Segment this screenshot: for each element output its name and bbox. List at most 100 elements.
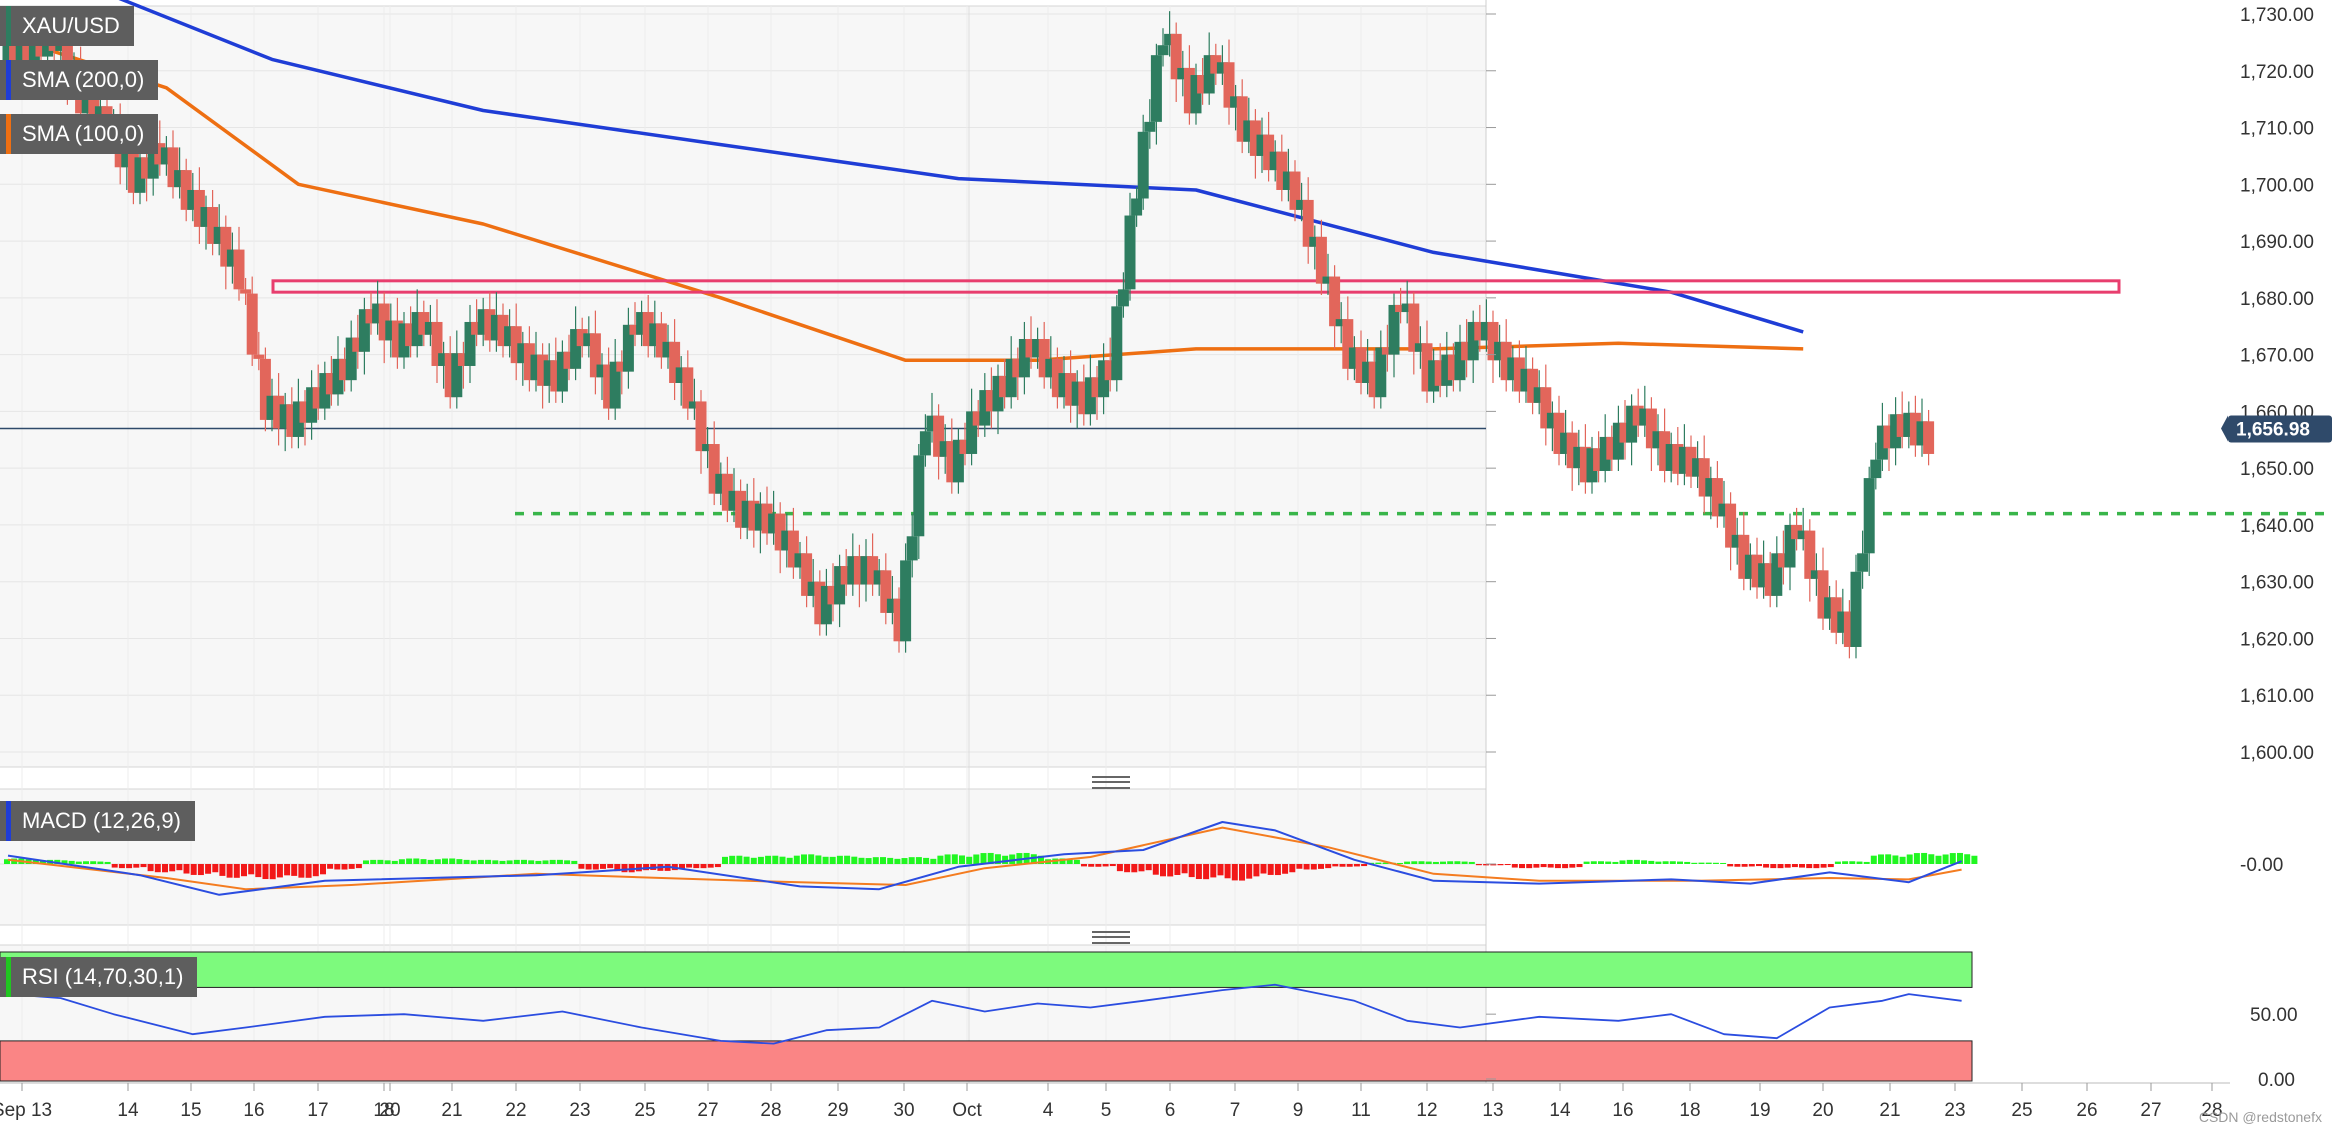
macd-histogram-bar — [291, 864, 298, 876]
candle — [1606, 436, 1618, 460]
macd-histogram-bar — [1540, 864, 1547, 868]
macd-panel — [0, 821, 1978, 896]
macd-histogram-bar — [1310, 864, 1317, 870]
macd-histogram-bar — [1705, 862, 1712, 864]
candle — [702, 444, 714, 452]
candle — [1388, 304, 1400, 355]
macd-histogram-bar — [1432, 861, 1439, 864]
macd-histogram-bar — [851, 856, 858, 864]
candle — [1309, 236, 1321, 247]
macd-histogram-bar — [1892, 855, 1899, 864]
candle — [1843, 611, 1855, 647]
symbol-label[interactable]: XAU/USD — [0, 6, 134, 46]
macd-histogram-bar — [722, 856, 728, 864]
macd-histogram-bar — [183, 864, 190, 874]
candle — [1863, 478, 1875, 554]
x-tick-label: 5 — [1101, 1100, 1112, 1121]
candle — [1784, 524, 1796, 568]
macd-histogram-bar — [197, 864, 204, 876]
candle — [193, 189, 205, 227]
candle — [1579, 446, 1591, 483]
candle — [550, 360, 562, 392]
candle — [754, 503, 766, 531]
macd-histogram-bar — [880, 857, 886, 864]
axes: 1,730.00 1,720.00 1,710.00 1,700.00 1,690.00… — [0, 5, 2332, 1121]
candle — [801, 553, 813, 596]
macd-histogram-bar — [1425, 861, 1432, 864]
candle — [1276, 151, 1288, 190]
candle — [1269, 151, 1281, 171]
candle — [226, 249, 238, 267]
candle — [365, 309, 377, 324]
candle — [1111, 306, 1123, 381]
x-tick-label: 11 — [1351, 1100, 1371, 1121]
rsi-legend[interactable]: RSI (14,70,30,1) — [0, 957, 198, 997]
macd-histogram-bar — [743, 856, 750, 864]
candle — [1758, 563, 1770, 588]
candle — [893, 598, 905, 642]
macd-histogram-bar — [1791, 864, 1798, 868]
macd-histogram-bar — [420, 859, 427, 864]
macd-histogram-bar — [513, 859, 520, 864]
x-tick-label: 29 — [827, 1100, 848, 1121]
candle — [1692, 458, 1704, 477]
candle — [1282, 171, 1294, 190]
candle — [279, 404, 291, 429]
candle — [154, 143, 166, 165]
candle — [332, 358, 344, 395]
candle — [636, 312, 648, 335]
candle — [1791, 524, 1803, 540]
macd-histogram-bar — [707, 864, 714, 868]
macd-histogram-bar — [492, 860, 499, 864]
macd-histogram-bar — [679, 864, 685, 870]
candle — [1513, 357, 1525, 392]
candle — [570, 329, 582, 369]
macd-histogram-bar — [1274, 864, 1281, 876]
macd-histogram-bar — [90, 861, 97, 864]
macd-histogram-bar — [1246, 864, 1253, 879]
macd-histogram-bar — [61, 860, 68, 864]
x-tick-label: 14 — [1549, 1100, 1571, 1121]
candle — [1131, 198, 1143, 216]
candle — [160, 147, 172, 165]
rsi-resize-handle[interactable] — [1092, 931, 1130, 944]
candle — [273, 395, 285, 429]
macd-histogram-bar — [980, 853, 987, 864]
current-price-label: 1,656.98 — [2236, 420, 2310, 441]
rsi-legend-text: RSI (14,70,30,1) — [22, 964, 184, 989]
candle — [1375, 347, 1387, 398]
macd-histogram-bar — [485, 859, 492, 864]
price-tick-label: 1,600.00 — [2240, 743, 2314, 764]
candle — [1071, 381, 1083, 406]
x-tick-label: 18 — [373, 1100, 394, 1121]
sma100-legend[interactable]: SMA (100,0) — [0, 114, 159, 154]
candle — [1540, 387, 1552, 429]
candle — [134, 157, 146, 193]
candle — [741, 500, 753, 528]
macd-histogram-bar — [1519, 864, 1525, 869]
macd-histogram-bar — [1806, 864, 1813, 869]
candle — [715, 473, 727, 494]
macd-histogram-bar — [255, 864, 262, 878]
macd-histogram-bar — [1770, 864, 1777, 869]
macd-histogram-bar — [1404, 861, 1411, 864]
candle — [992, 375, 1004, 412]
macd-histogram-bar — [1870, 855, 1877, 864]
candle — [748, 500, 760, 531]
candle — [853, 556, 865, 585]
candle — [451, 353, 463, 398]
rsi-oversold-zone — [0, 1040, 1973, 1082]
macd-histogram-bar — [1878, 854, 1884, 864]
candle — [405, 323, 417, 347]
macd-legend[interactable]: MACD (12,26,9) — [0, 801, 195, 841]
x-tick-label: 17 — [307, 1100, 328, 1121]
candle — [1593, 448, 1605, 471]
candle — [240, 289, 252, 294]
price-tick-label: 1,680.00 — [2240, 289, 2314, 310]
candle — [1560, 432, 1572, 454]
macd-resize-handle[interactable] — [1092, 776, 1130, 789]
candle — [490, 314, 502, 341]
candle — [1428, 360, 1440, 392]
sma200-legend[interactable]: SMA (200,0) — [0, 60, 159, 100]
candle — [1368, 361, 1380, 398]
